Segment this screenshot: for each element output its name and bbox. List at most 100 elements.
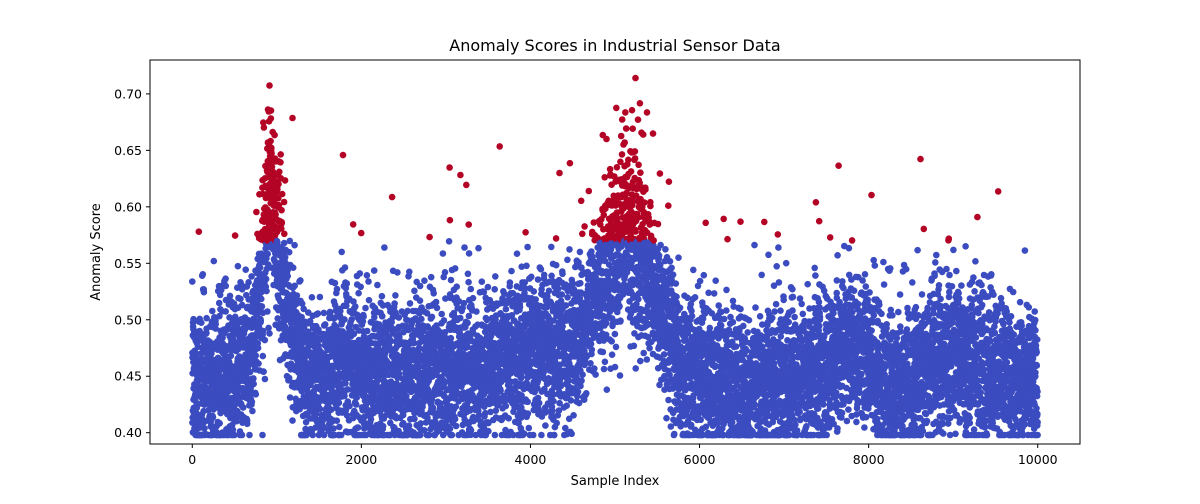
normal-point bbox=[259, 352, 267, 360]
anomaly-point bbox=[585, 187, 593, 195]
normal-point bbox=[395, 314, 403, 321]
normal-point bbox=[250, 380, 257, 388]
normal-point bbox=[293, 292, 301, 299]
anomaly-point bbox=[267, 107, 275, 114]
normal-point bbox=[484, 283, 492, 291]
normal-point bbox=[439, 250, 447, 257]
normal-point bbox=[552, 261, 560, 269]
normal-point bbox=[363, 272, 371, 279]
anomaly-point bbox=[339, 151, 347, 159]
normal-point bbox=[374, 281, 381, 289]
normal-point bbox=[210, 257, 218, 265]
normal-point bbox=[576, 248, 584, 256]
anomaly-point bbox=[581, 223, 588, 230]
anomaly-point bbox=[579, 230, 586, 238]
normal-point bbox=[549, 407, 556, 415]
normal-point bbox=[335, 399, 343, 407]
anomaly-point bbox=[426, 233, 433, 241]
anomaly-point bbox=[260, 124, 268, 131]
anomaly-point bbox=[276, 168, 283, 176]
normal-point bbox=[262, 275, 270, 283]
normal-point bbox=[239, 404, 247, 411]
normal-point bbox=[600, 365, 608, 373]
normal-point bbox=[570, 412, 577, 419]
anomaly-point bbox=[271, 131, 278, 139]
normal-point bbox=[348, 316, 356, 323]
normal-point bbox=[451, 265, 459, 272]
anomaly-point bbox=[195, 228, 203, 235]
normal-point bbox=[226, 292, 234, 300]
anomaly-point bbox=[577, 197, 585, 205]
normal-point bbox=[314, 310, 322, 317]
normal-point bbox=[427, 273, 435, 281]
normal-point bbox=[245, 279, 252, 286]
normal-point bbox=[203, 314, 210, 322]
anomaly-point bbox=[281, 230, 288, 238]
normal-point bbox=[540, 271, 548, 279]
normal-point bbox=[587, 360, 594, 367]
normal-point bbox=[365, 296, 373, 304]
normal-point bbox=[338, 248, 346, 256]
anomaly-point bbox=[600, 211, 608, 219]
normal-point bbox=[478, 278, 486, 286]
normal-point bbox=[199, 271, 207, 278]
normal-point bbox=[321, 321, 329, 328]
normal-point bbox=[430, 290, 438, 297]
normal-point bbox=[524, 243, 531, 251]
normal-point bbox=[260, 368, 267, 376]
normal-point bbox=[553, 419, 560, 427]
normal-point bbox=[265, 324, 272, 332]
normal-point bbox=[528, 273, 535, 281]
normal-point bbox=[289, 417, 296, 424]
normal-point bbox=[448, 431, 456, 439]
normal-point bbox=[354, 424, 362, 431]
normal-point bbox=[603, 386, 611, 394]
normal-point bbox=[252, 352, 259, 359]
normal-point bbox=[198, 319, 205, 327]
normal-point bbox=[601, 358, 609, 366]
normal-point bbox=[600, 337, 607, 344]
normal-point bbox=[587, 340, 595, 348]
normal-point bbox=[421, 277, 428, 285]
normal-point bbox=[502, 305, 510, 313]
anomaly-point bbox=[277, 151, 285, 158]
normal-point bbox=[316, 293, 324, 301]
normal-point bbox=[261, 375, 269, 383]
normal-point bbox=[558, 291, 566, 298]
normal-point bbox=[343, 280, 351, 287]
normal-point bbox=[216, 291, 224, 299]
normal-point bbox=[284, 272, 292, 280]
anomaly-point bbox=[278, 190, 286, 198]
normal-point bbox=[242, 266, 249, 274]
normal-point bbox=[248, 398, 256, 406]
normal-point bbox=[520, 430, 528, 438]
normal-point bbox=[516, 303, 524, 311]
normal-point bbox=[237, 295, 244, 303]
normal-point bbox=[567, 397, 575, 404]
normal-point bbox=[331, 279, 339, 287]
normal-point bbox=[529, 431, 537, 439]
normal-point bbox=[309, 431, 317, 439]
normal-point bbox=[491, 431, 499, 439]
anomaly-point bbox=[463, 181, 470, 189]
normal-point bbox=[411, 415, 418, 423]
anomaly-point bbox=[465, 221, 473, 228]
anomaly-point bbox=[446, 216, 454, 224]
anomaly-point bbox=[552, 235, 560, 242]
normal-point bbox=[568, 430, 575, 438]
normal-point bbox=[212, 325, 219, 332]
normal-point bbox=[394, 269, 401, 276]
normal-point bbox=[535, 399, 543, 407]
normal-point bbox=[465, 250, 473, 257]
normal-point bbox=[264, 250, 272, 258]
normal-point bbox=[216, 420, 223, 427]
normal-point bbox=[445, 238, 453, 245]
normal-point bbox=[333, 417, 341, 425]
normal-point bbox=[555, 285, 562, 293]
normal-point bbox=[357, 283, 365, 291]
normal-point bbox=[446, 425, 454, 433]
normal-point bbox=[559, 270, 566, 278]
normal-point bbox=[238, 431, 246, 439]
normal-point bbox=[564, 256, 571, 264]
